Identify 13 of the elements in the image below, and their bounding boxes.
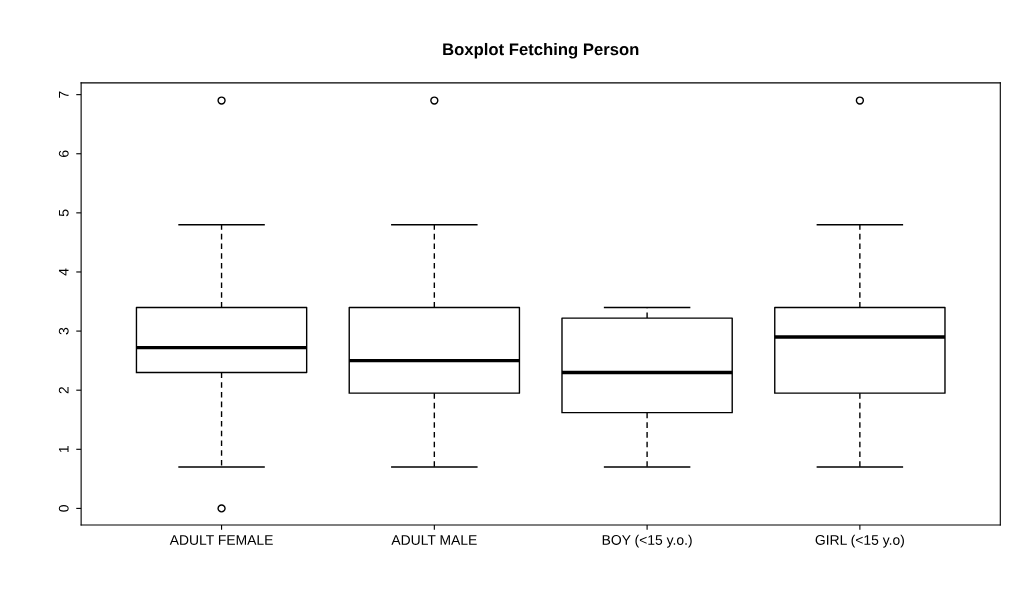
y-tick-label: 4 xyxy=(58,268,69,276)
y-tick-label: 3 xyxy=(58,327,69,335)
x-tick-label: ADULT FEMALE xyxy=(169,535,273,545)
y-tick-label: 1 xyxy=(58,446,69,453)
x-tick-label: GIRL (<15 y.o) xyxy=(815,534,904,548)
y-tick-label: 2 xyxy=(58,387,69,394)
x-tick-label: ADULT MALE xyxy=(391,535,477,545)
x-tick-label: BOY (<15 y.o.) xyxy=(602,534,692,548)
y-tick-label: 0 xyxy=(58,505,69,512)
chart-title: Boxplot Fetching Person xyxy=(443,42,639,59)
y-tick-label: 6 xyxy=(58,150,69,157)
y-tick-label: 5 xyxy=(58,209,69,217)
y-tick-label: 7 xyxy=(58,91,69,98)
